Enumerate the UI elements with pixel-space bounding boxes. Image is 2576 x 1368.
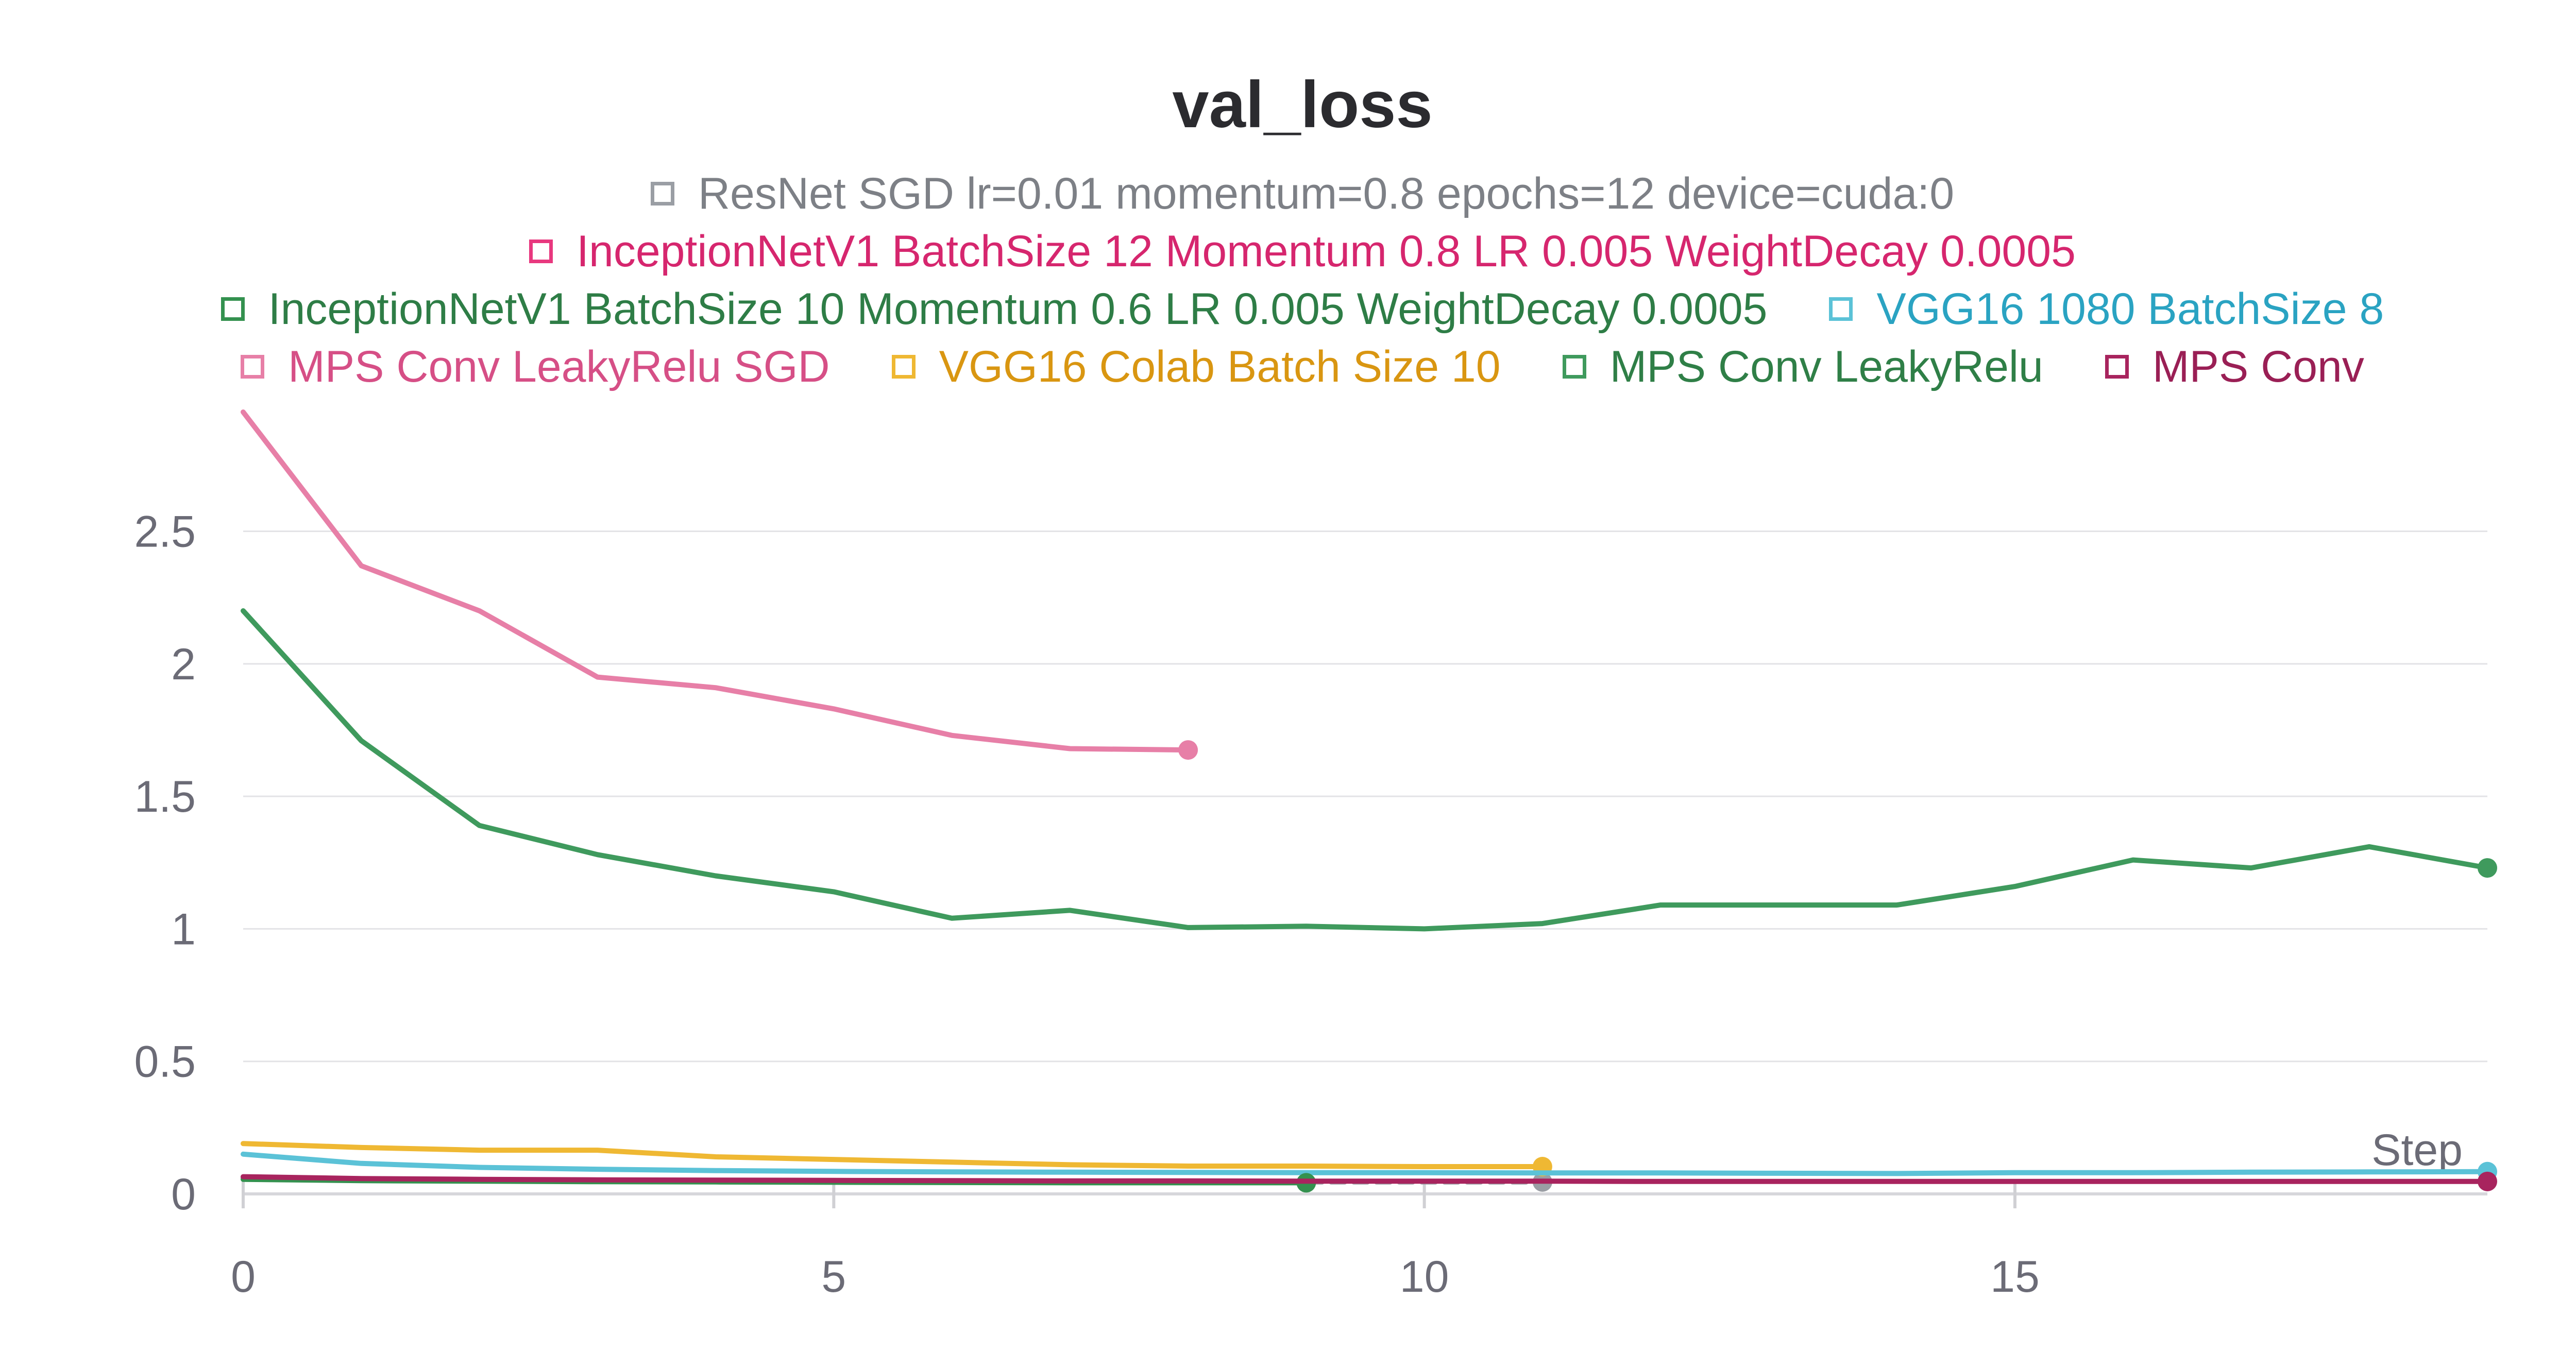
legend-label: MPS Conv [2152, 341, 2364, 391]
y-tick-label: 1 [171, 904, 196, 954]
legend-label: InceptionNetV1 BatchSize 12 Momentum 0.8… [577, 226, 2076, 276]
legend-label: ResNet SGD lr=0.01 momentum=0.8 epochs=1… [698, 168, 1955, 218]
x-tick-label: 0 [231, 1252, 256, 1302]
legend: ResNet SGD lr=0.01 momentum=0.8 epochs=1… [0, 165, 2576, 396]
legend-item[interactable]: VGG16 Colab Batch Size 10 [891, 341, 1501, 392]
x-tick-label: 15 [1990, 1252, 2040, 1302]
legend-swatch-icon [650, 182, 674, 206]
legend-label: MPS Conv LeakyRelu [1609, 341, 2043, 391]
legend-swatch-icon [221, 297, 245, 321]
legend-item[interactable]: MPS Conv [2105, 341, 2364, 392]
legend-label: MPS Conv LeakyRelu SGD [288, 341, 830, 391]
legend-swatch-icon [529, 240, 553, 263]
y-tick-label: 0.5 [134, 1037, 196, 1087]
legend-swatch-icon [2105, 355, 2129, 379]
y-tick-label: 2.5 [134, 507, 196, 557]
y-tick-label: 2 [171, 640, 196, 689]
legend-label: VGG16 1080 BatchSize 8 [1876, 284, 2384, 334]
x-axis-label: Step [2371, 1125, 2463, 1175]
series-line [241, 1174, 2490, 1184]
x-tick-label: 10 [1400, 1252, 1449, 1302]
legend-item[interactable]: ResNet SGD lr=0.01 momentum=0.8 epochs=1… [650, 168, 1955, 219]
y-tick-label: 1.5 [134, 772, 196, 822]
legend-item[interactable]: InceptionNetV1 BatchSize 12 Momentum 0.8… [529, 226, 2076, 277]
legend-item[interactable]: MPS Conv LeakyRelu [1562, 341, 2043, 392]
chart-title: val_loss [1172, 68, 1433, 142]
series-end-marker [2478, 858, 2497, 878]
legend-swatch-icon [891, 355, 916, 379]
legend-label: VGG16 Colab Batch Size 10 [939, 341, 1501, 391]
legend-row: ResNet SGD lr=0.01 momentum=0.8 epochs=1… [0, 165, 2576, 223]
series-line [241, 608, 2490, 932]
legend-label: InceptionNetV1 BatchSize 10 Momentum 0.6… [268, 284, 1768, 334]
legend-swatch-icon [1829, 297, 1853, 321]
series-line [241, 1141, 1545, 1169]
y-tick-label: 0 [171, 1170, 196, 1219]
legend-row: InceptionNetV1 BatchSize 12 Momentum 0.8… [0, 223, 2576, 280]
legend-swatch-icon [241, 355, 265, 379]
legend-row: MPS Conv LeakyRelu SGD VGG16 Colab Batch … [0, 338, 2576, 396]
series-line [241, 1151, 2490, 1176]
series-end-marker [1178, 740, 1198, 760]
legend-item[interactable]: InceptionNetV1 BatchSize 10 Momentum 0.6… [221, 284, 1768, 335]
series-line [241, 409, 1191, 753]
legend-item[interactable]: MPS Conv LeakyRelu SGD [241, 341, 830, 392]
series-end-marker [2478, 1171, 2497, 1191]
legend-swatch-icon [1562, 355, 1586, 379]
legend-item[interactable]: VGG16 1080 BatchSize 8 [1829, 284, 2384, 335]
legend-row: InceptionNetV1 BatchSize 10 Momentum 0.6… [0, 280, 2576, 338]
x-tick-label: 5 [821, 1252, 846, 1302]
